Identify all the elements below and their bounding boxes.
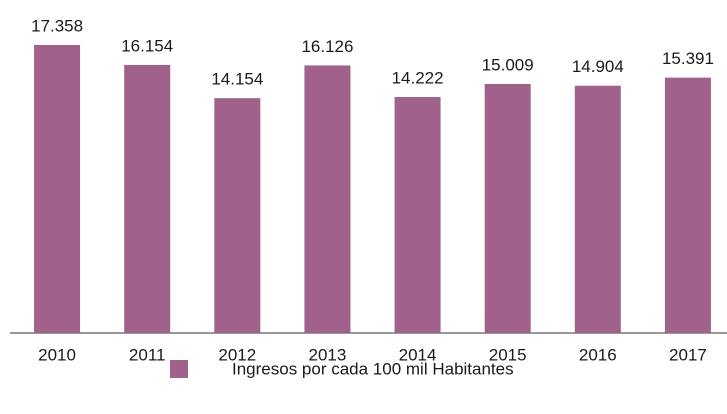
value-label: 17.358 bbox=[31, 16, 83, 35]
bar bbox=[664, 77, 711, 333]
legend-swatch bbox=[170, 360, 188, 378]
x-tick-label: 2017 bbox=[669, 345, 707, 364]
x-tick-label: 2016 bbox=[579, 345, 617, 364]
value-label: 14.154 bbox=[211, 70, 263, 89]
value-label: 16.126 bbox=[301, 37, 353, 56]
x-tick-label: 2013 bbox=[309, 345, 347, 364]
value-label: 14.222 bbox=[392, 69, 444, 88]
legend-label: Ingresos por cada 100 mil Habitantes bbox=[232, 359, 514, 378]
bar bbox=[124, 64, 171, 333]
value-label: 16.154 bbox=[121, 36, 173, 55]
bar bbox=[574, 85, 621, 333]
bar bbox=[484, 83, 531, 333]
x-tick-label: 2010 bbox=[38, 345, 76, 364]
x-tick-label: 2015 bbox=[489, 345, 527, 364]
value-label: 15.391 bbox=[662, 49, 714, 68]
bar bbox=[34, 45, 81, 333]
bar bbox=[394, 97, 441, 333]
value-label: 14.904 bbox=[572, 57, 624, 76]
x-tick-label: 2014 bbox=[399, 345, 437, 364]
bar bbox=[304, 65, 351, 333]
value-label: 15.009 bbox=[482, 55, 534, 74]
x-tick-label: 2012 bbox=[218, 345, 256, 364]
x-tick-label: 2011 bbox=[129, 345, 166, 364]
bar bbox=[214, 98, 261, 334]
